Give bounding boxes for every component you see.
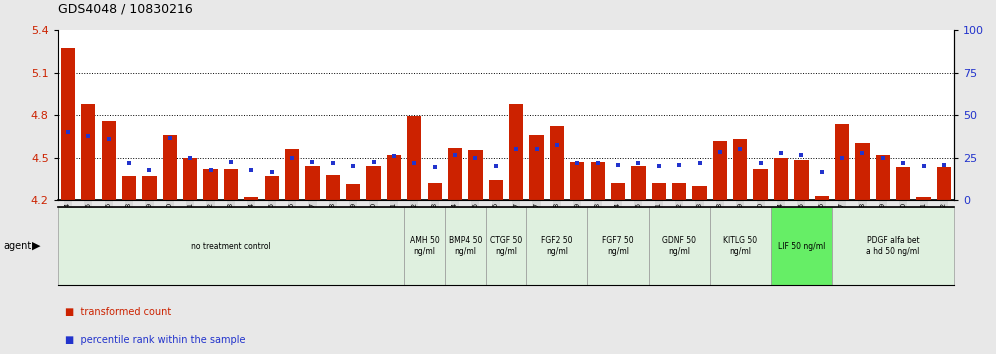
Text: PDGF alfa bet
a hd 50 ng/ml: PDGF alfa bet a hd 50 ng/ml xyxy=(867,236,919,256)
Bar xyxy=(916,197,930,200)
Bar xyxy=(672,183,686,200)
Bar xyxy=(754,169,768,200)
Bar xyxy=(122,176,136,200)
Bar xyxy=(224,169,238,200)
Bar xyxy=(550,126,564,200)
Text: ■  transformed count: ■ transformed count xyxy=(65,307,171,316)
Text: CTGF 50
ng/ml: CTGF 50 ng/ml xyxy=(490,236,522,256)
Text: agent: agent xyxy=(3,241,31,251)
Bar xyxy=(489,180,503,200)
Bar xyxy=(306,166,320,200)
Bar xyxy=(61,48,75,200)
Bar xyxy=(346,184,361,200)
Bar xyxy=(856,143,870,200)
Text: AMH 50
ng/ml: AMH 50 ng/ml xyxy=(409,236,439,256)
Bar xyxy=(265,176,279,200)
Bar xyxy=(835,124,850,200)
Bar xyxy=(794,160,809,200)
Bar xyxy=(285,149,299,200)
Bar xyxy=(427,183,442,200)
Bar xyxy=(102,121,116,200)
Text: no treatment control: no treatment control xyxy=(191,241,271,251)
Bar xyxy=(183,158,197,200)
Text: ▶: ▶ xyxy=(32,241,41,251)
Bar xyxy=(326,175,340,200)
Bar xyxy=(509,104,523,200)
Text: GDS4048 / 10830216: GDS4048 / 10830216 xyxy=(58,3,192,16)
Bar xyxy=(815,196,829,200)
Bar xyxy=(407,116,421,200)
Bar xyxy=(448,148,462,200)
Bar xyxy=(611,183,625,200)
Bar xyxy=(651,183,666,200)
Bar xyxy=(774,158,788,200)
Bar xyxy=(386,155,401,200)
Bar xyxy=(203,169,218,200)
Text: BMP4 50
ng/ml: BMP4 50 ng/ml xyxy=(448,236,482,256)
Bar xyxy=(162,135,177,200)
Text: GDNF 50
ng/ml: GDNF 50 ng/ml xyxy=(662,236,696,256)
Bar xyxy=(570,162,585,200)
Bar xyxy=(530,135,544,200)
Bar xyxy=(937,167,951,200)
Bar xyxy=(896,167,910,200)
Text: LIF 50 ng/ml: LIF 50 ng/ml xyxy=(778,241,825,251)
Bar xyxy=(367,166,380,200)
Bar xyxy=(468,150,482,200)
Bar xyxy=(591,162,605,200)
Bar xyxy=(875,155,890,200)
Bar xyxy=(733,139,747,200)
Bar xyxy=(692,186,706,200)
Text: KITLG 50
ng/ml: KITLG 50 ng/ml xyxy=(723,236,757,256)
Bar xyxy=(713,141,727,200)
Bar xyxy=(82,104,96,200)
Bar xyxy=(142,176,156,200)
Bar xyxy=(244,197,258,200)
Bar xyxy=(631,166,645,200)
Text: FGF2 50
ng/ml: FGF2 50 ng/ml xyxy=(541,236,573,256)
Text: ■  percentile rank within the sample: ■ percentile rank within the sample xyxy=(65,335,245,345)
Text: FGF7 50
ng/ml: FGF7 50 ng/ml xyxy=(603,236,633,256)
